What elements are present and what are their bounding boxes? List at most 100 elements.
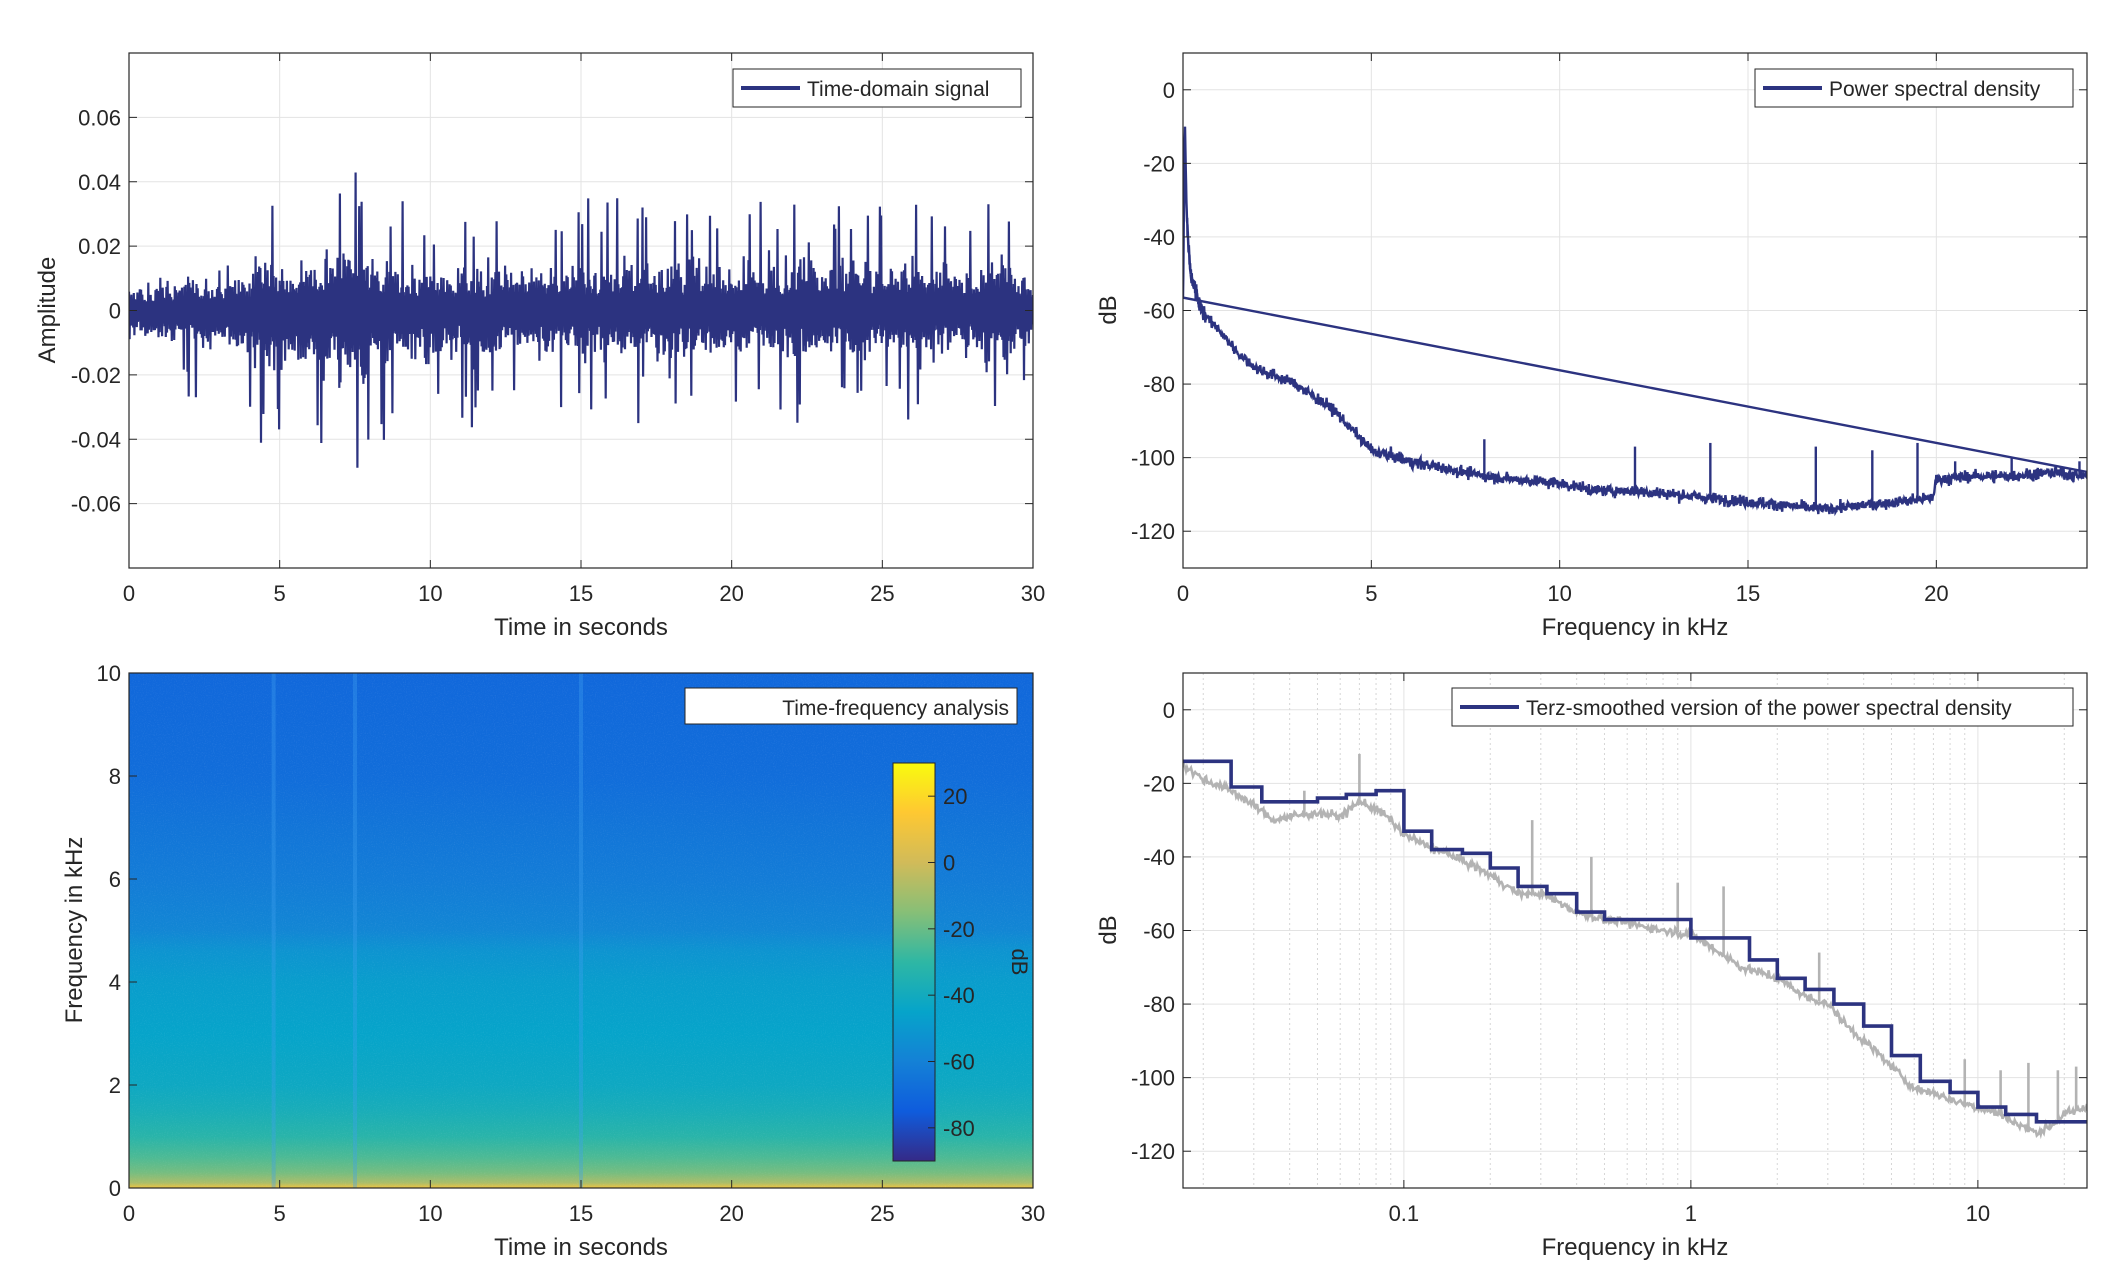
time-xtick-label: 25 (870, 581, 894, 606)
spectrogram-legend-label: Time-frequency analysis (782, 697, 1009, 720)
colorbar-tick-label: 20 (943, 784, 967, 809)
terz-legend: Terz-smoothed version of the power spect… (1451, 687, 2074, 727)
spectrogram-xtick-label: 30 (1021, 1201, 1045, 1226)
psd-ytick-label: -120 (1131, 519, 1175, 544)
psd-ytick-label: -20 (1143, 151, 1175, 176)
colorbar: 20 0 -20 -40 -60 -80 dB (892, 762, 1032, 1162)
time-xtick-label: 15 (569, 581, 593, 606)
spectrogram-bright-columns (271, 673, 583, 1188)
spectrogram-xtick-label: 0 (123, 1201, 135, 1226)
time-ytick-label: 0.04 (78, 170, 121, 195)
spectrogram-ytick-label: 6 (109, 867, 121, 892)
terz-smoothed-line (1183, 759, 2087, 1124)
time-ytick-label: 0.02 (78, 234, 121, 259)
time-xlabel: Time in seconds (494, 614, 668, 641)
terz-yticks: 0 -20 -40 -60 -80 -100 -120 (1131, 698, 2087, 1164)
spectrogram-xlabel: Time in seconds (494, 1234, 668, 1261)
time-ytick-label: 0 (109, 299, 121, 324)
time-xtick-label: 10 (418, 581, 442, 606)
time-xtick-label: 0 (123, 581, 135, 606)
psd-ytick-label: 0 (1163, 78, 1175, 103)
spectrogram-bright-column (353, 673, 357, 1188)
spectrogram-ylabel: Frequency in kHz (61, 837, 88, 1024)
terz-ytick-label: -100 (1131, 1066, 1175, 1091)
spectrogram-xtick-label: 10 (418, 1201, 442, 1226)
colorbar-tick-label: -80 (943, 1116, 975, 1141)
psd-yticks: 0 -20 -40 -60 -80 -100 -120 (1131, 78, 2087, 544)
spectrogram-ytick-label: 4 (109, 970, 121, 995)
terz-raw-series (1183, 753, 2087, 1140)
psd-series (1183, 126, 2087, 517)
psd-legend: Power spectral density (1754, 68, 2074, 108)
colorbar-tick-label: -40 (943, 983, 975, 1008)
terz-smoothed-series (1183, 759, 2087, 1124)
terz-ytick-label: 0 (1163, 698, 1175, 723)
colorbar-tick-label: 0 (943, 851, 955, 876)
psd-xticks: 0 5 10 15 20 (1177, 53, 1949, 606)
colorbar-tick-label: -20 (943, 917, 975, 942)
time-signal-line (129, 172, 1033, 468)
terz-ylabel: dB (1095, 915, 1122, 944)
spectrogram-xtick-label: 5 (274, 1201, 286, 1226)
psd-ytick-label: -80 (1143, 372, 1175, 397)
time-domain-chart: 0 5 10 15 20 25 30 -0.06 -0.04 -0.02 0 0.02 0.04 0.0… (34, 52, 1045, 641)
psd-ylabel: dB (1095, 295, 1122, 324)
time-xtick-label: 20 (719, 581, 743, 606)
spectrogram-chart: 0 5 10 15 20 25 30 0 2 4 6 8 10 Time in seconds Fre… (61, 661, 1045, 1261)
spectrogram-legend: Time-frequency analysis (684, 687, 1018, 725)
psd-xtick-label: 15 (1736, 581, 1760, 606)
psd-ytick-label: -40 (1143, 225, 1175, 250)
psd-xtick-label: 5 (1365, 581, 1377, 606)
spectrogram-xtick-label: 20 (719, 1201, 743, 1226)
spectrogram-ytick-label: 0 (109, 1176, 121, 1201)
psd-chart: 0 5 10 15 20 0 -20 -40 -60 -80 -100 -120 Frequency… (1095, 52, 2088, 641)
terz-grid (1183, 673, 2087, 1188)
colorbar-tick-label: -60 (943, 1050, 975, 1075)
terz-xtick-label: 1 (1685, 1201, 1697, 1226)
time-xtick-label: 30 (1021, 581, 1045, 606)
time-yticks: -0.06 -0.04 -0.02 0 0.02 0.04 0.06 (71, 105, 1033, 517)
terz-ytick-label: -120 (1131, 1139, 1175, 1164)
time-ytick-label: -0.02 (71, 363, 121, 388)
terz-xlabel: Frequency in kHz (1542, 1234, 1729, 1261)
colorbar-label: dB (1007, 949, 1032, 976)
spectrogram-bright-column (271, 673, 276, 1188)
spectrogram-xtick-label: 15 (569, 1201, 593, 1226)
time-xticks: 0 5 10 15 20 25 30 (123, 53, 1045, 606)
time-signal-series (129, 172, 1033, 468)
psd-legend-label: Power spectral density (1829, 78, 2041, 101)
time-ylabel: Amplitude (34, 257, 61, 364)
terz-chart: 0.1 1 10 0 -20 -40 -60 -80 -100 -120 Frequency i… (1095, 672, 2088, 1261)
psd-line (1183, 126, 2087, 517)
time-xtick-label: 5 (274, 581, 286, 606)
psd-xtick-label: 10 (1547, 581, 1571, 606)
colorbar-ticks: 20 0 -20 -40 -60 -80 (928, 784, 975, 1141)
spectrogram-bright-column (579, 673, 583, 1188)
terz-ytick-label: -60 (1143, 919, 1175, 944)
spectrogram-noise-texture (129, 673, 1033, 1188)
psd-ytick-label: -100 (1131, 446, 1175, 471)
psd-xlabel: Frequency in kHz (1542, 614, 1729, 641)
spectrogram-yticks: 0 2 4 6 8 10 (97, 661, 137, 1201)
spectrogram-ytick-label: 8 (109, 764, 121, 789)
spectrogram-xtick-label: 25 (870, 1201, 894, 1226)
terz-ytick-label: -20 (1143, 771, 1175, 796)
time-ytick-label: -0.06 (71, 492, 121, 517)
time-ytick-label: -0.04 (71, 427, 121, 452)
terz-ytick-label: -80 (1143, 992, 1175, 1017)
time-legend: Time-domain signal (732, 68, 1022, 108)
terz-legend-label: Terz-smoothed version of the power spect… (1526, 697, 2012, 720)
spectrogram-ytick-label: 2 (109, 1073, 121, 1098)
psd-xtick-label: 20 (1924, 581, 1948, 606)
time-legend-label: Time-domain signal (807, 78, 989, 101)
time-ytick-label: 0.06 (78, 105, 121, 130)
terz-ytick-label: -40 (1143, 845, 1175, 870)
terz-xtick-label: 10 (1966, 1201, 1990, 1226)
psd-ytick-label: -60 (1143, 299, 1175, 324)
colorbar-gradient (892, 762, 936, 1162)
psd-xtick-label: 0 (1177, 581, 1189, 606)
terz-raw-psd-line (1183, 761, 2087, 1140)
terz-xtick-label: 0.1 (1389, 1201, 1420, 1226)
terz-xticks: 0.1 1 10 (1389, 673, 1990, 1226)
